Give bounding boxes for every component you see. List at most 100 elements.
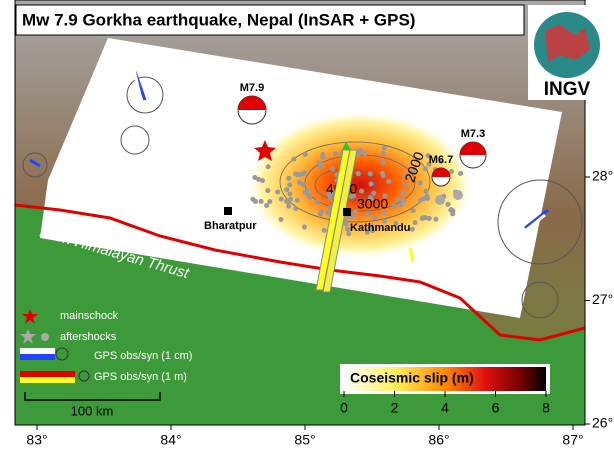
aftershock [357,147,363,153]
aftershock [294,197,300,203]
aftershock [301,170,307,176]
colorbar-ticks: 0 2 4 6 8 [340,391,550,416]
aftershock [348,194,354,200]
beachball [431,167,451,187]
aftershock [288,196,294,202]
aftershock [302,189,308,195]
aftershock [286,203,292,209]
map-area: Main Himalayan Thrust 4000 3000 2000 M7.… [14,0,586,425]
mainshock-star [254,140,276,161]
lat-tick-label: 28° [592,168,613,184]
event-label: M6.7 [429,154,453,166]
aftershock [382,218,388,224]
aftershock [403,182,409,188]
aftershock [300,182,306,188]
aftershock [426,161,432,167]
aftershock [380,160,386,166]
aftershock [343,221,349,227]
aftershock [355,171,361,177]
aftershock [267,199,273,205]
city-marker [343,208,351,216]
aftershock [320,151,326,157]
colorbar [344,367,546,391]
contour [279,141,431,223]
aftershock [450,211,456,217]
aftershock [410,168,416,174]
title: Mw 7.9 Gorkha earthquake, Nepal (InSAR +… [22,10,415,29]
aftershock [386,178,392,184]
aftershock [381,145,387,151]
logo: INGV [528,5,606,100]
aftershock [367,171,373,177]
gps-small-arrows [29,69,549,263]
gps-arrow-head [342,142,351,150]
aftershock [316,160,322,166]
aftershock [400,198,406,204]
lon-tick-label: 86° [428,432,449,448]
logo-text: INGV [544,79,591,100]
aftershock [438,158,444,164]
gps-arrow [322,149,358,293]
aftershock [329,192,335,198]
aftershock [448,168,454,174]
aftershock [393,220,399,226]
colorbar-tick-label: 4 [441,400,449,416]
colorbar-tick-label: 2 [391,400,399,416]
aftershock [410,208,416,214]
aftershock [265,164,271,170]
aftershock [391,203,397,209]
aftershock [398,202,404,208]
lat-tick-label: 27° [592,291,613,307]
colorbar-title: Coseismic slip (m) [350,370,474,386]
event-label: M7.3 [461,128,485,140]
aftershock [445,201,451,207]
city-label: Kathmandu [350,222,411,234]
aftershock [412,220,418,226]
aftershock [395,196,401,202]
aftershock [359,188,365,194]
aftershock [302,152,308,158]
aftershock [317,211,323,217]
aftershock [284,187,290,193]
aftershock [426,215,432,221]
legend-text: mainschock [60,310,119,322]
city-label: Bharatpur [204,220,257,232]
axes: 83° 84° 85° 86° 87° 26° 27° 28° [26,168,613,448]
aftershock [417,180,423,186]
aftershock [423,188,429,194]
aftershock [381,210,387,216]
aftershock [293,206,299,212]
aftershock [433,216,439,222]
city-marker [224,207,232,215]
aftershock-star [453,190,463,200]
aftershock [278,217,284,223]
aftershock [409,226,415,232]
aftershock [293,171,299,177]
aftershock [364,229,370,235]
aftershock [327,195,333,201]
legend: mainschock aftershocks GPS obs/syn (1 cm… [20,309,192,418]
aftershock [380,150,386,156]
aftershock [259,178,265,184]
aftershock [297,179,303,185]
aftershock [314,199,320,205]
beachball [459,141,487,169]
lon-tick-label: 87° [562,432,583,448]
aftershock [346,231,352,237]
aftershock [321,227,327,233]
lon-tick-label: 83° [26,432,47,448]
aftershock [372,215,378,221]
aftershock [422,166,428,172]
aftershock [345,226,351,232]
aftershock [250,196,256,202]
aftershock [420,215,426,221]
aftershock [265,188,271,194]
aftershock [317,164,323,170]
aftershock [252,174,258,180]
aftershock [356,151,362,157]
aftershock [333,151,339,157]
colorbar-tick-label: 6 [492,400,500,416]
aftershock-star [435,195,445,205]
aftershock [362,151,368,157]
